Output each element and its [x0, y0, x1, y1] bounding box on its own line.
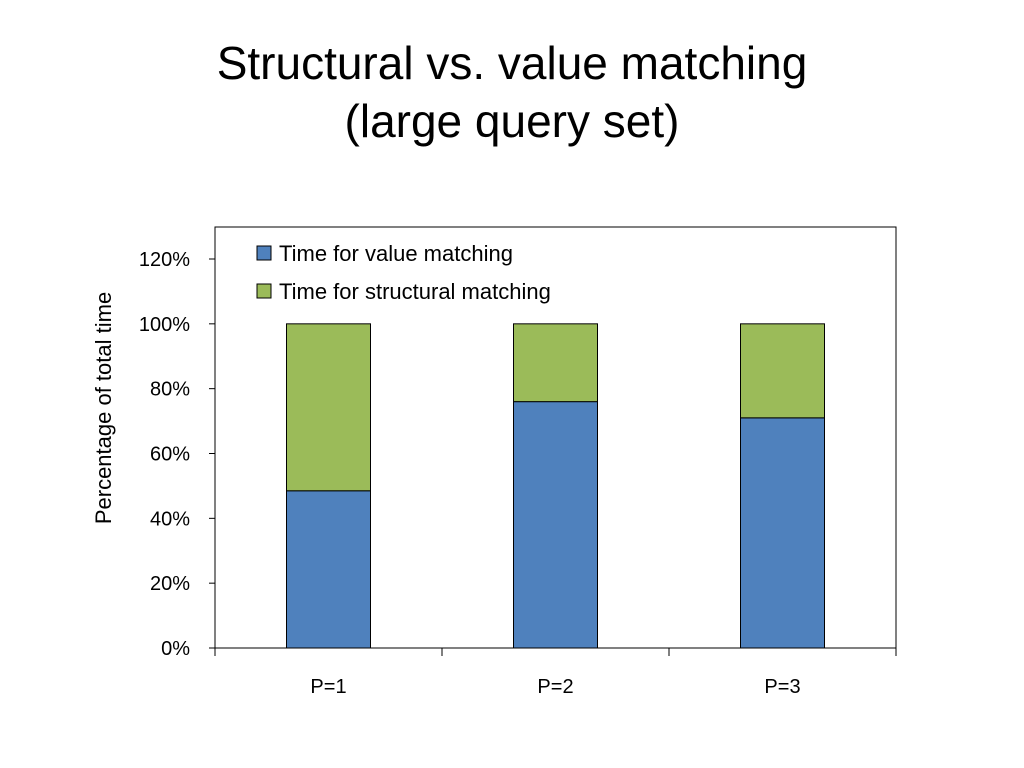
slide-title: Structural vs. value matching (large que…	[0, 34, 1024, 150]
bar-segment-value-matching	[513, 401, 598, 649]
title-line-1: Structural vs. value matching	[216, 37, 808, 89]
y-axis: 0% 20% 40% 60% 80% 100% 120%	[139, 249, 215, 660]
legend-swatch	[256, 245, 272, 261]
x-tick-label: P=1	[310, 676, 346, 698]
y-tick-label: 20%	[150, 573, 190, 595]
y-tick-label: 0%	[161, 638, 190, 660]
y-tick-label: 80%	[150, 379, 190, 401]
bars-layer	[286, 323, 825, 649]
legend-label: Time for structural matching	[279, 279, 551, 304]
y-tick-label: 120%	[139, 249, 190, 271]
bar-segment-value-matching	[740, 417, 825, 649]
bar-segment-structural-matching	[740, 323, 825, 419]
legend-label: Time for value matching	[279, 241, 513, 266]
y-axis-title: Percentage of total time	[91, 292, 116, 524]
y-tick-label: 40%	[150, 508, 190, 530]
x-tick-label: P=3	[764, 676, 800, 698]
bar-segment-structural-matching	[513, 323, 598, 403]
title-line-2: (large query set)	[344, 95, 680, 147]
bar-segment-structural-matching	[286, 323, 371, 492]
y-tick-label: 60%	[150, 444, 190, 466]
x-tick-label: P=2	[537, 676, 573, 698]
x-axis: P=1 P=2 P=3	[214, 648, 897, 698]
y-tick-label: 100%	[139, 314, 190, 336]
legend-swatch	[256, 283, 272, 299]
bar-segment-value-matching	[286, 490, 371, 649]
legend: Time for value matching Time for structur…	[256, 241, 551, 304]
